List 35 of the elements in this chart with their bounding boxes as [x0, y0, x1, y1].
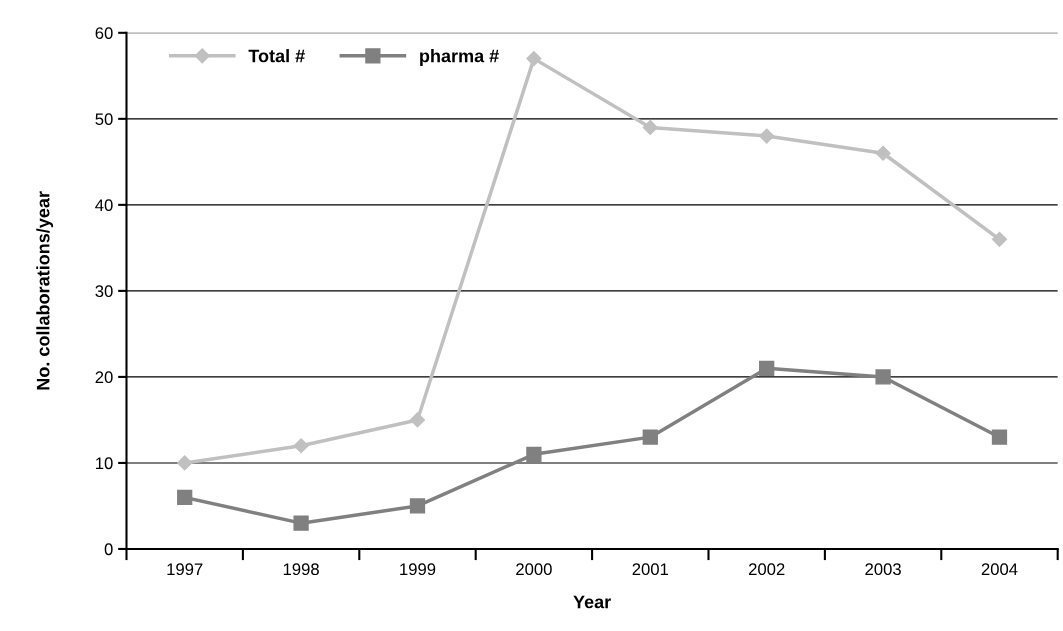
x-tick-label: 2001: [632, 563, 669, 576]
point: [526, 446, 542, 462]
point: [177, 455, 193, 471]
x-tick-label: 1998: [283, 563, 319, 576]
point: [642, 119, 658, 136]
point: [293, 515, 309, 531]
x-tick-label: 2000: [516, 563, 552, 576]
x-tick-label: 2003: [865, 563, 901, 576]
y-axis-title: No. collaborations/year: [36, 191, 54, 390]
y-tick-label: 0: [104, 543, 113, 556]
point: [409, 498, 426, 514]
x-tick-label: 1999: [400, 563, 436, 576]
y-tick-label: 30: [95, 285, 113, 298]
x-tick-label: 2002: [748, 563, 785, 576]
legend-label: pharma #: [420, 49, 499, 66]
point: [875, 145, 891, 161]
point: [991, 429, 1008, 445]
y-tick-label: 20: [95, 371, 113, 384]
y-tick-label: 50: [95, 113, 113, 126]
point: [759, 360, 775, 376]
point: [526, 51, 542, 67]
y-tick-label: 10: [96, 457, 113, 470]
point: [991, 231, 1008, 247]
point: [293, 438, 309, 454]
x-tick-label: 1997: [167, 563, 203, 576]
point: [759, 128, 775, 144]
point: [875, 369, 891, 385]
point: [177, 489, 193, 505]
point: [642, 429, 658, 445]
point: [409, 412, 426, 428]
legend-label: Total #: [248, 49, 305, 63]
x-tick-label: 2004: [981, 563, 1018, 576]
y-tick-label: 60: [95, 27, 113, 40]
y-tick-label: 40: [95, 199, 113, 212]
x-axis-title: Year: [573, 595, 611, 609]
